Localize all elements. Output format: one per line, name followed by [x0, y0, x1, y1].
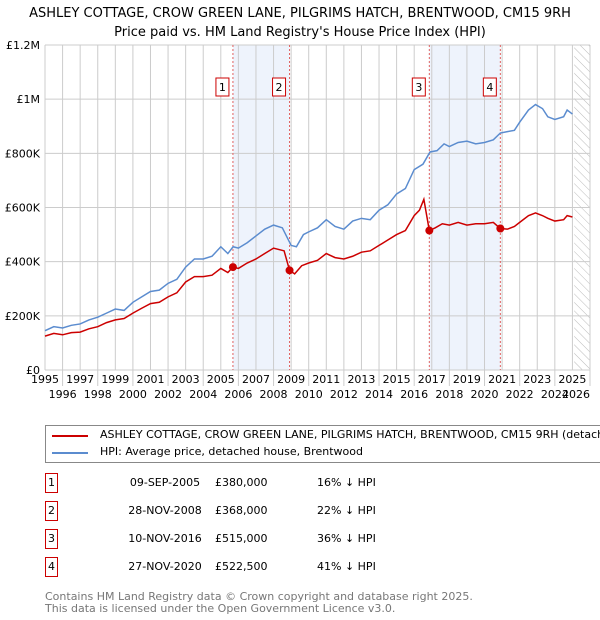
sale-number-badge: 2: [45, 501, 58, 521]
legend-label: HPI: Average price, detached house, Bren…: [100, 445, 363, 458]
x-tick-label: 2014: [365, 388, 393, 401]
sale-label: 3: [415, 81, 422, 94]
sale-row: 2 28-NOV-2008 £368,000 22% ↓ HPI: [45, 501, 585, 523]
sale-label-box: [215, 77, 230, 97]
sale-hpi-diff: 36% ↓ HPI: [317, 532, 376, 545]
x-tick-label: 2018: [435, 388, 463, 401]
legend-item-property: ASHLEY COTTAGE, CROW GREEN LANE, PILGRIM…: [46, 427, 600, 444]
sale-row: 3 10-NOV-2016 £515,000 36% ↓ HPI: [45, 529, 585, 551]
x-tick-label: 2005: [207, 373, 235, 386]
x-tick-label: 1999: [101, 373, 129, 386]
x-tick-label: 2011: [312, 373, 340, 386]
x-tick-label: 2004: [189, 388, 217, 401]
sale-point: [425, 226, 434, 235]
x-tick-label: 2001: [136, 373, 164, 386]
series-line-hpi: [44, 103, 573, 332]
x-tick-label: 2006: [224, 388, 252, 401]
sale-number-badge: 3: [45, 529, 58, 549]
x-tick-label: 2016: [400, 388, 428, 401]
x-tick-label: 2021: [488, 373, 516, 386]
x-tick-label: 2007: [242, 373, 270, 386]
sale-row: 1 09-SEP-2005 £380,000 16% ↓ HPI: [45, 473, 585, 495]
price-chart: 1995 1996 1997 1998 1999 2000 2001 2002 2003 2004…: [5, 39, 591, 401]
sale-point: [285, 266, 294, 275]
sale-price: £522,500: [215, 560, 268, 573]
sale-point: [228, 263, 237, 272]
sale-price: £515,000: [215, 532, 268, 545]
x-tick-label: 2025: [558, 373, 586, 386]
sale-date: 10-NOV-2016: [128, 532, 202, 545]
legend-swatch-red: [52, 435, 88, 437]
sale-price: £368,000: [215, 504, 268, 517]
sale-label-box: [482, 77, 497, 97]
x-tick-label: 2013: [347, 373, 375, 386]
footer: Contains HM Land Registry data © Crown c…: [45, 591, 473, 615]
chart-title: ASHLEY COTTAGE, CROW GREEN LANE, PILGRIM…: [0, 4, 600, 42]
footer-line: Contains HM Land Registry data © Crown c…: [45, 590, 473, 603]
y-tick-label: £800K: [5, 147, 41, 160]
x-tick-label: 1998: [84, 388, 112, 401]
y-tick-label: £600K: [5, 202, 41, 215]
sale-label: 1: [219, 81, 226, 94]
x-tick-label: 2008: [260, 388, 288, 401]
x-tick-label: 2022: [506, 388, 534, 401]
sale-point: [496, 224, 505, 233]
legend-swatch-blue: [52, 452, 88, 454]
sale-hpi-diff: 41% ↓ HPI: [317, 560, 376, 573]
legend: ASHLEY COTTAGE, CROW GREEN LANE, PILGRIM…: [45, 425, 600, 463]
x-tick-label: 2002: [154, 388, 182, 401]
sale-date: 09-SEP-2005: [129, 476, 201, 489]
sale-number-badge: 4: [45, 557, 58, 577]
x-tick-label: 2026: [562, 388, 590, 401]
title-line: ASHLEY COTTAGE, CROW GREEN LANE, PILGRIM…: [29, 6, 571, 21]
sale-price: £380,000: [215, 476, 268, 489]
x-tick-label: 1996: [49, 388, 77, 401]
sale-number-badge: 1: [45, 473, 58, 493]
y-tick-label: £0: [26, 364, 40, 377]
x-tick-label: 2015: [383, 373, 411, 386]
sale-date: 27-NOV-2020: [128, 560, 202, 573]
sale-label-box: [411, 77, 426, 97]
x-tick-label: 2024: [541, 388, 569, 401]
sale-label-box: [272, 77, 287, 97]
x-tick-label: 2003: [172, 373, 200, 386]
y-tick-label: £1M: [17, 93, 41, 106]
x-tick-label: 1997: [66, 373, 94, 386]
sale-label: 2: [276, 81, 283, 94]
y-tick-label: £1.2M: [6, 39, 40, 52]
footer-line: This data is licensed under the Open Gov…: [45, 602, 396, 615]
sale-label: 4: [486, 81, 493, 94]
x-tick-label: 2009: [277, 373, 305, 386]
subtitle-line: Price paid vs. HM Land Registry's House …: [114, 25, 486, 40]
sale-date: 28-NOV-2008: [128, 504, 202, 517]
x-tick-label: 1995: [31, 373, 59, 386]
x-tick-label: 2012: [330, 388, 358, 401]
x-tick-label: 2010: [295, 388, 323, 401]
y-tick-label: £400K: [5, 256, 41, 269]
x-tick-label: 2017: [418, 373, 446, 386]
x-tick-label: 2019: [453, 373, 481, 386]
y-tick-label: £200K: [5, 310, 41, 323]
sale-hpi-diff: 16% ↓ HPI: [317, 476, 376, 489]
x-tick-label: 2020: [471, 388, 499, 401]
legend-label: ASHLEY COTTAGE, CROW GREEN LANE, PILGRIM…: [100, 428, 600, 441]
sale-hpi-diff: 22% ↓ HPI: [317, 504, 376, 517]
x-tick-label: 2023: [523, 373, 551, 386]
sale-row: 4 27-NOV-2020 £522,500 41% ↓ HPI: [45, 557, 585, 579]
legend-item-hpi: HPI: Average price, detached house, Bren…: [46, 444, 600, 461]
x-tick-label: 2000: [119, 388, 147, 401]
